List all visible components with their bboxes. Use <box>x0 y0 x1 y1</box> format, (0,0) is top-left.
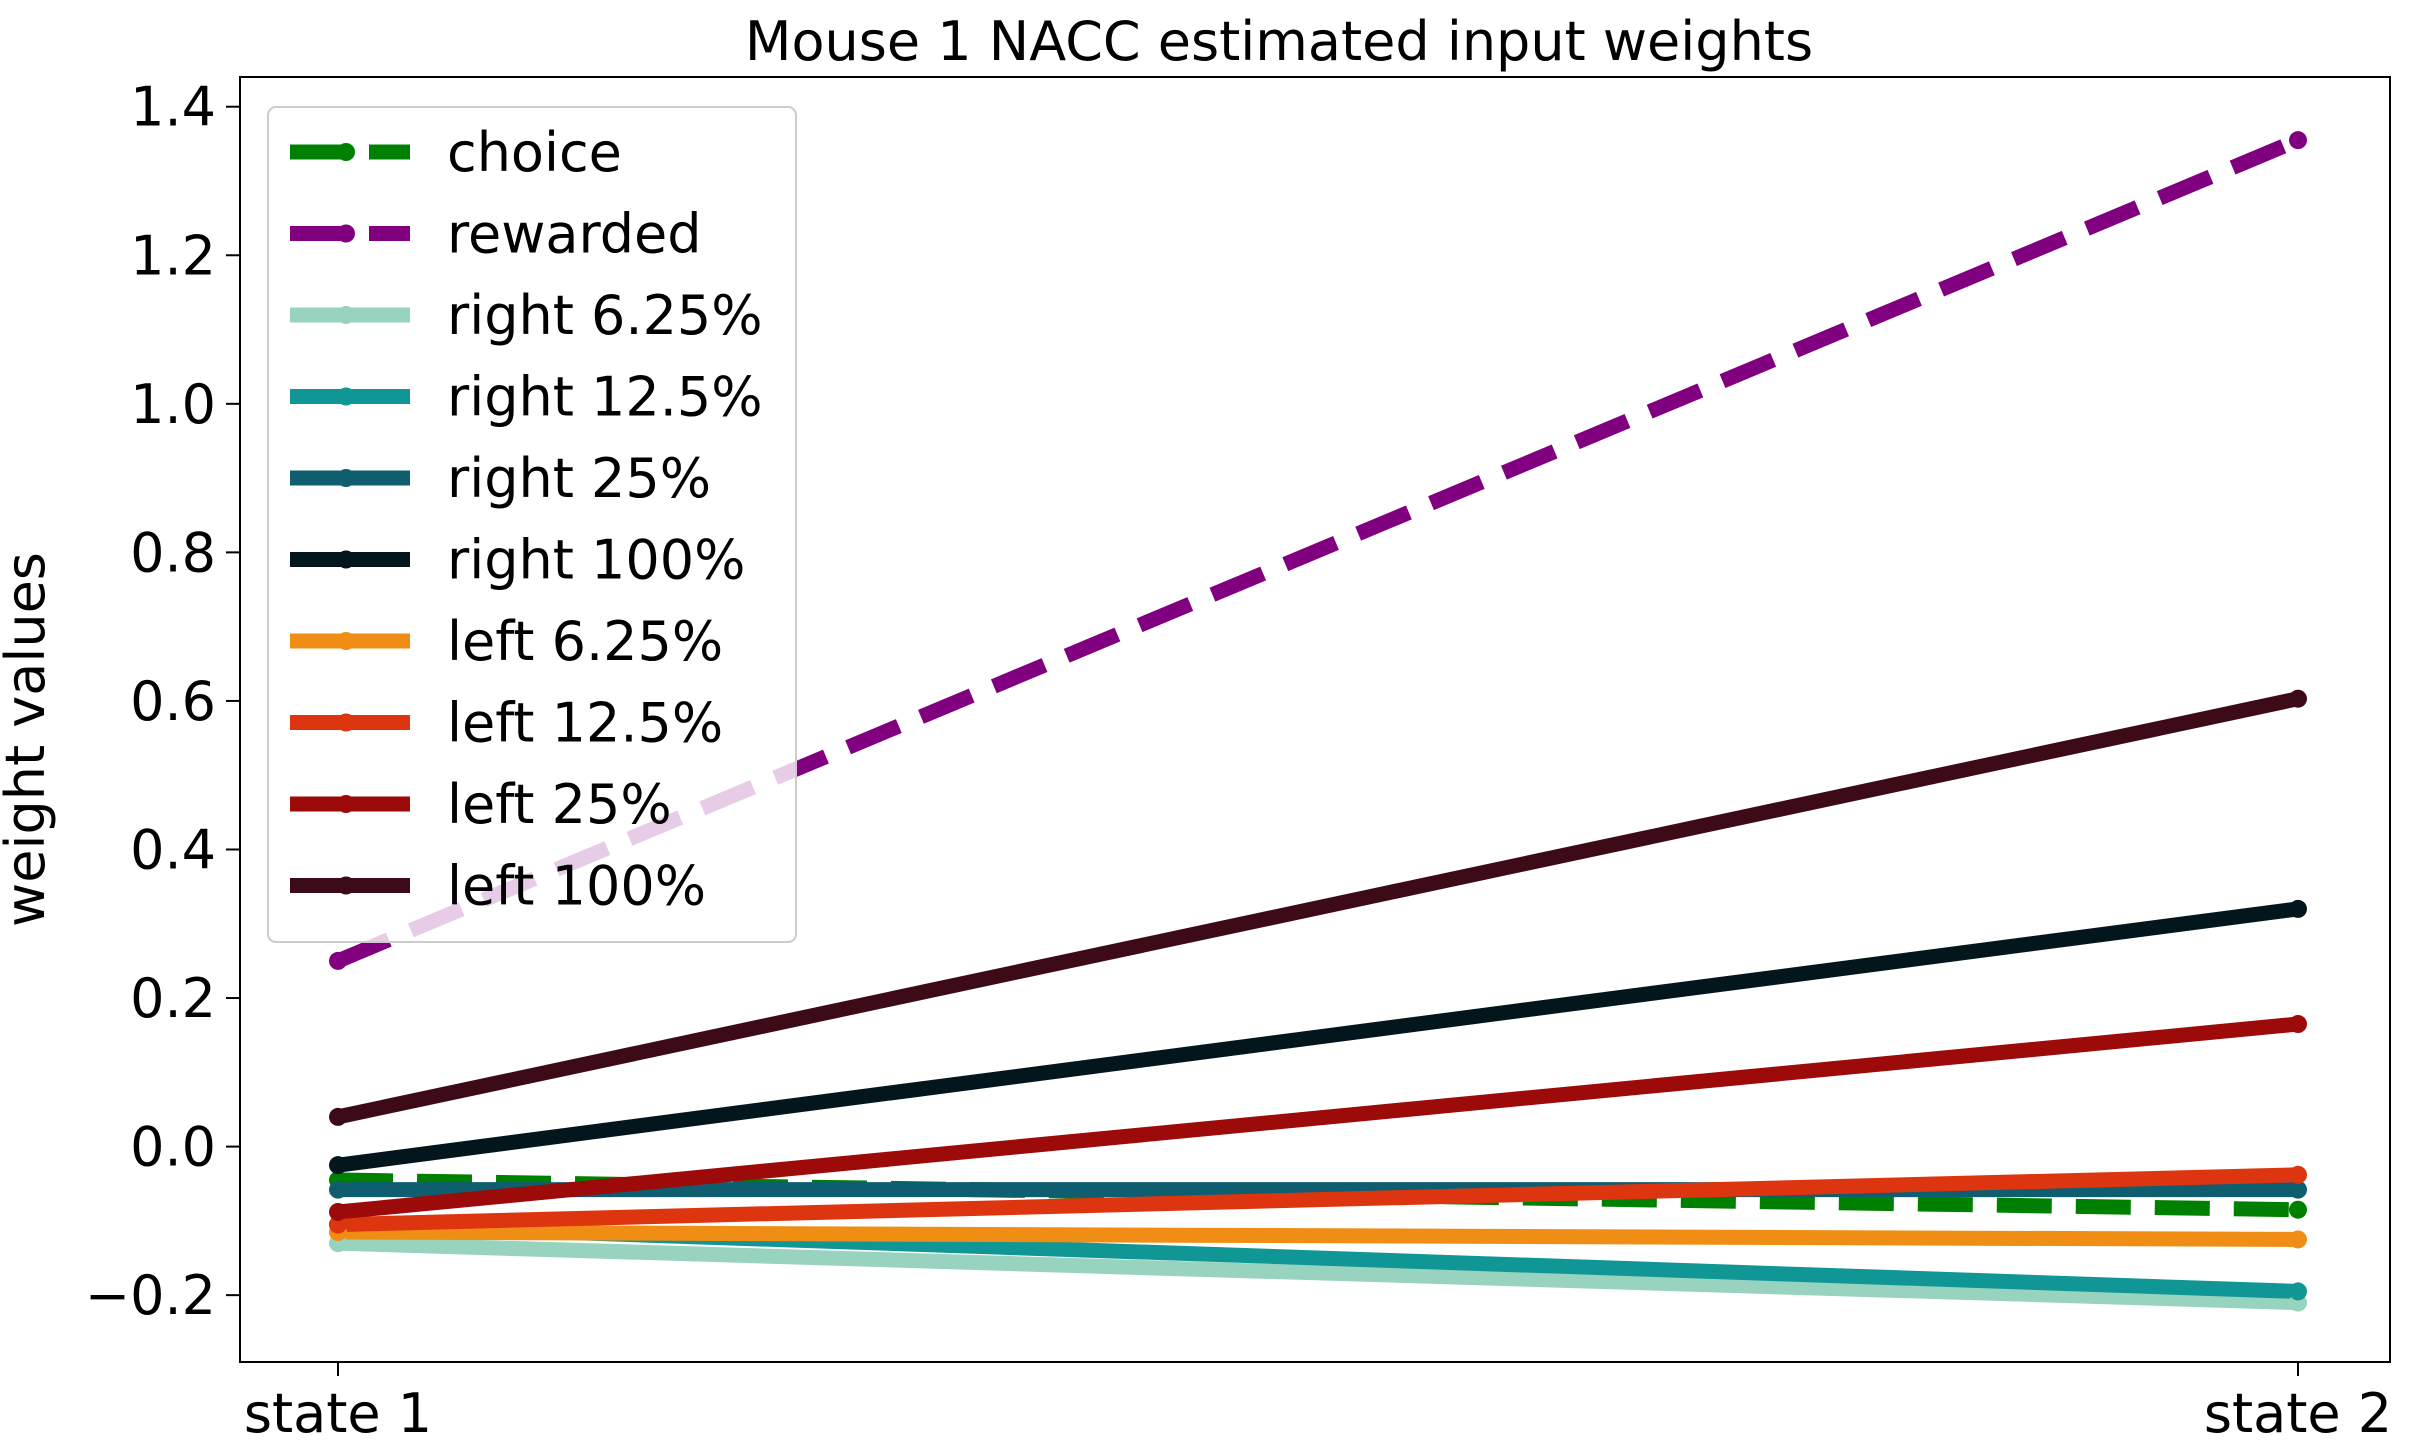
series-point-left-12-5 <box>2289 1165 2307 1184</box>
y-tick-label: 0.0 <box>130 1116 216 1179</box>
y-tick-label: 1.2 <box>130 224 216 287</box>
series-point-rewarded <box>2289 131 2307 150</box>
legend-label-right-12-5: right 12.5% <box>447 366 763 429</box>
legend-label-rewarded: rewarded <box>447 203 702 266</box>
series-point-right-100 <box>329 1156 347 1175</box>
y-tick-label: 0.4 <box>130 818 216 881</box>
legend-label-choice: choice <box>447 121 622 184</box>
series-point-choice <box>2289 1200 2307 1219</box>
y-axis-label: weight values <box>0 552 57 927</box>
x-tick-label: state 1 <box>244 1382 432 1445</box>
legend-marker-left-100 <box>337 876 355 895</box>
legend-marker-right-25 <box>337 469 355 487</box>
legend-marker-left-12-5 <box>337 713 355 732</box>
legend-marker-right-12-5 <box>337 387 355 406</box>
legend-label-right-100: right 100% <box>447 529 745 592</box>
series-point-right-25 <box>329 1180 347 1199</box>
series-point-left-25 <box>2289 1015 2307 1034</box>
series-point-left-100 <box>2289 689 2307 708</box>
series-point-right-12-5 <box>2289 1282 2307 1301</box>
series-point-left-100 <box>329 1107 347 1126</box>
y-tick-label: 1.0 <box>130 373 216 436</box>
legend-label-left-6-25: left 6.25% <box>447 610 723 673</box>
legend-label-left-25: left 25% <box>447 773 672 836</box>
series-line-left-100 <box>336 691 2300 1125</box>
legend-label-left-12-5: left 12.5% <box>447 692 723 755</box>
chart-title: Mouse 1 NACC estimated input weights <box>745 10 1813 73</box>
series-line-left-6-25 <box>337 1224 2299 1247</box>
series-point-left-6-25 <box>2289 1230 2307 1249</box>
y-tick-label: 0.2 <box>130 967 216 1030</box>
series-point-right-100 <box>2289 899 2307 918</box>
series-point-left-25 <box>329 1202 347 1221</box>
legend-label-left-100: left 100% <box>447 855 706 918</box>
y-tick-label: 0.8 <box>130 521 216 584</box>
legend-marker-right-100 <box>337 550 355 569</box>
y-axis-ticks: −0.2 0.0 0.2 0.4 0.6 0.8 1.0 1.2 1.4 <box>85 76 240 1327</box>
series-line-left-25 <box>337 1016 2299 1220</box>
y-tick-label: 1.4 <box>130 76 216 139</box>
legend-marker-choice <box>337 143 355 161</box>
legend: choice rewarded right 6.25% right 12.5% righ… <box>267 106 797 943</box>
series-point-rewarded <box>329 951 347 970</box>
legend-marker-left-25 <box>337 795 355 813</box>
legend-label-right-25: right 25% <box>447 447 711 510</box>
legend-label-right-6-25: right 6.25% <box>447 284 763 347</box>
series-point-left-12-5 <box>329 1215 347 1234</box>
legend-marker-rewarded <box>337 224 355 243</box>
legend-marker-left-6-25 <box>337 632 355 650</box>
y-tick-label: −0.2 <box>85 1264 216 1327</box>
series-points <box>329 131 2307 1312</box>
legend-marker-right-6-25 <box>337 306 355 324</box>
series-line-left-12-5 <box>337 1167 2299 1233</box>
plot-frame <box>239 76 2391 1363</box>
series-line-right-6-25 <box>337 1235 2299 1311</box>
y-tick-label: 0.6 <box>130 670 216 733</box>
x-tick-label: state 2 <box>2204 1382 2392 1445</box>
series-point-right-25 <box>2289 1180 2307 1199</box>
x-axis-ticks: state 1 state 2 <box>244 1362 2392 1445</box>
series-line-right-100 <box>337 901 2299 1173</box>
